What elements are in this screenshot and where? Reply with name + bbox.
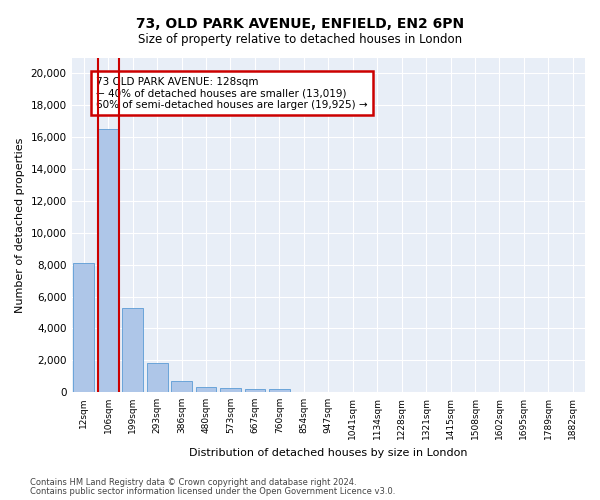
Text: 73, OLD PARK AVENUE, ENFIELD, EN2 6PN: 73, OLD PARK AVENUE, ENFIELD, EN2 6PN bbox=[136, 18, 464, 32]
Bar bbox=[147, 362, 167, 392]
Bar bbox=[220, 388, 241, 392]
Bar bbox=[73, 263, 94, 392]
X-axis label: Distribution of detached houses by size in London: Distribution of detached houses by size … bbox=[189, 448, 467, 458]
Bar bbox=[122, 308, 143, 392]
Text: Contains HM Land Registry data © Crown copyright and database right 2024.: Contains HM Land Registry data © Crown c… bbox=[30, 478, 356, 487]
Bar bbox=[98, 129, 119, 392]
Bar bbox=[196, 386, 217, 392]
Text: 73 OLD PARK AVENUE: 128sqm
← 40% of detached houses are smaller (13,019)
60% of : 73 OLD PARK AVENUE: 128sqm ← 40% of deta… bbox=[96, 76, 368, 110]
Bar bbox=[245, 389, 265, 392]
Bar bbox=[171, 381, 192, 392]
Text: Size of property relative to detached houses in London: Size of property relative to detached ho… bbox=[138, 32, 462, 46]
Bar bbox=[269, 390, 290, 392]
Y-axis label: Number of detached properties: Number of detached properties bbox=[15, 137, 25, 312]
Text: Contains public sector information licensed under the Open Government Licence v3: Contains public sector information licen… bbox=[30, 487, 395, 496]
